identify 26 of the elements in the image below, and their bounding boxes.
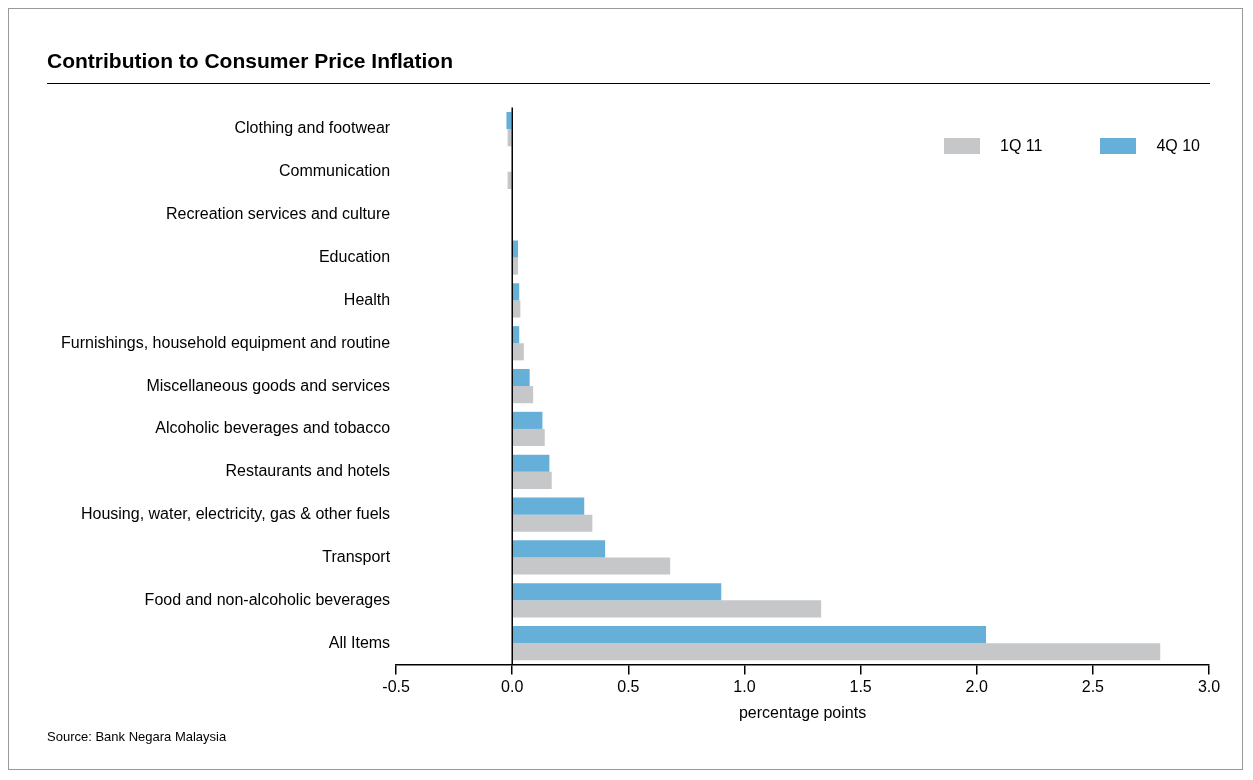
y-tick-label: Health: [343, 290, 391, 308]
y-tick-label: Miscellaneous goods and services: [146, 376, 391, 394]
legend-label: 1Q 11: [1000, 137, 1043, 155]
y-tick-label: All Items: [328, 633, 391, 651]
source-note: Source: Bank Negara Malaysia: [47, 729, 227, 744]
x-tick-label: 1.0: [733, 677, 756, 695]
y-tick-label: Education: [318, 247, 391, 265]
legend-label: 4Q 10: [1156, 137, 1200, 155]
x-tick-label: -0.5: [382, 677, 410, 695]
y-tick-label: Alcoholic beverages and tobacco: [155, 419, 391, 437]
y-tick-label: Recreation services and culture: [166, 205, 391, 223]
y-tick-label: Clothing and footwear: [234, 119, 391, 137]
x-tick-label: 0.5: [617, 677, 640, 695]
y-tick-label: Food and non-alcoholic beverages: [144, 590, 391, 608]
x-tick-label: 2.5: [1081, 677, 1105, 695]
y-tick-label: Furnishings, household equipment and routine: [61, 333, 391, 351]
x-tick-label: 2.0: [965, 677, 988, 695]
y-tick-label: Restaurants and hotels: [225, 462, 391, 480]
y-tick-label: Communication: [278, 162, 391, 180]
x-axis-title: percentage points: [738, 703, 867, 721]
x-tick-label: 0.0: [501, 677, 524, 695]
y-tick-label: Transport: [322, 547, 391, 565]
chart-title: Contribution to Consumer Price Inflation: [47, 49, 1210, 84]
y-tick-label: Housing, water, electricity, gas & other fuels: [80, 505, 391, 523]
x-tick-label: 1.5: [849, 677, 872, 695]
x-tick-label: 3.0: [1197, 677, 1221, 695]
